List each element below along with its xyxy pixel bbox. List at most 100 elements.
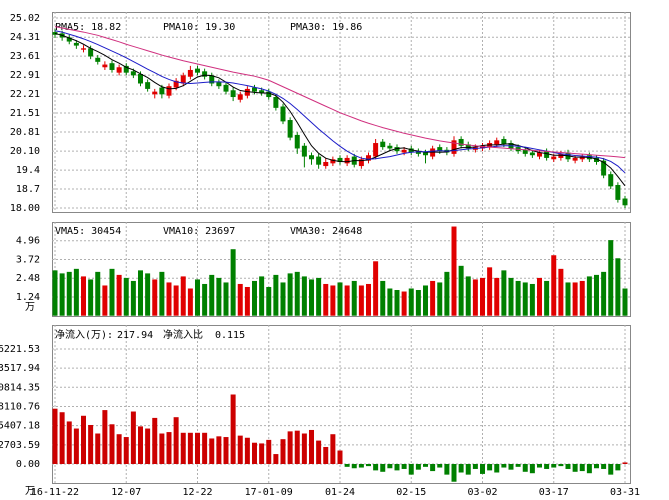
bar bbox=[565, 282, 571, 316]
x-tick-label: 12-22 bbox=[182, 487, 212, 498]
bar bbox=[109, 424, 115, 464]
bar bbox=[159, 271, 165, 316]
bar bbox=[287, 431, 293, 464]
bar bbox=[195, 432, 200, 464]
bar bbox=[237, 283, 243, 316]
bar bbox=[73, 268, 79, 316]
candle-body bbox=[330, 159, 336, 164]
bar bbox=[551, 255, 557, 316]
bar bbox=[266, 286, 272, 316]
ma-line bbox=[54, 32, 626, 187]
candle-body bbox=[159, 87, 165, 95]
bar bbox=[202, 283, 208, 316]
bar bbox=[259, 276, 265, 316]
bar bbox=[487, 267, 493, 316]
bar bbox=[594, 463, 599, 469]
bar bbox=[437, 463, 443, 468]
bar bbox=[537, 463, 542, 468]
bar bbox=[465, 276, 471, 316]
bar bbox=[95, 271, 101, 316]
bar bbox=[280, 439, 286, 464]
bar bbox=[187, 288, 193, 316]
bar bbox=[280, 282, 286, 316]
bar bbox=[501, 270, 507, 316]
panel-header: VMA30: 24648 bbox=[290, 226, 362, 237]
bar bbox=[52, 270, 58, 316]
bar bbox=[252, 280, 257, 316]
y-tick-label: 25.02 bbox=[10, 13, 40, 24]
bar bbox=[173, 417, 179, 464]
candle-body bbox=[615, 184, 621, 200]
y-tick-label: 20.10 bbox=[10, 146, 40, 157]
bar bbox=[230, 394, 236, 464]
bar bbox=[130, 280, 136, 316]
bar bbox=[344, 285, 350, 316]
bar bbox=[394, 463, 400, 471]
bar bbox=[259, 443, 265, 464]
bar bbox=[209, 438, 215, 464]
bar bbox=[558, 268, 564, 316]
candle-body bbox=[309, 155, 314, 160]
candle-body bbox=[166, 86, 172, 96]
bar bbox=[522, 463, 528, 472]
candle-body bbox=[544, 151, 550, 158]
bar bbox=[59, 273, 65, 316]
bar bbox=[337, 282, 343, 316]
bar bbox=[88, 424, 94, 464]
panel-header: 217.94 bbox=[117, 330, 153, 341]
bar bbox=[316, 277, 322, 316]
y-tick-label: 2703.59 bbox=[0, 440, 40, 451]
bar bbox=[572, 463, 578, 472]
bar bbox=[551, 463, 557, 468]
y-tick-label: 10814.35 bbox=[0, 382, 40, 393]
bar bbox=[130, 411, 136, 464]
candle-body bbox=[415, 151, 421, 154]
bar bbox=[423, 285, 428, 316]
bar bbox=[52, 408, 58, 464]
x-tick-label: 12-07 bbox=[111, 487, 141, 498]
bar bbox=[601, 271, 607, 316]
bar bbox=[387, 288, 393, 316]
candle-body bbox=[223, 84, 229, 92]
x-tick-label: 03-02 bbox=[467, 487, 497, 498]
candle-body bbox=[316, 156, 322, 165]
bar bbox=[88, 279, 94, 316]
bar bbox=[116, 434, 122, 464]
y-tick-label: 3.72 bbox=[16, 254, 40, 265]
y-tick-label: 8110.76 bbox=[0, 401, 40, 412]
candle-body bbox=[366, 155, 371, 161]
candle-body bbox=[138, 74, 143, 84]
candle-body bbox=[608, 174, 614, 187]
candle-body bbox=[287, 120, 293, 138]
bar bbox=[244, 286, 250, 316]
bar bbox=[351, 280, 357, 316]
bar bbox=[451, 226, 457, 316]
candle-body bbox=[558, 153, 564, 158]
bar bbox=[123, 437, 129, 464]
unit-label: 万 bbox=[25, 486, 35, 497]
candle-body bbox=[66, 37, 72, 42]
candle-body bbox=[601, 160, 607, 176]
candle-body bbox=[259, 90, 265, 93]
bar bbox=[515, 463, 521, 467]
bar bbox=[480, 277, 485, 316]
bar bbox=[494, 463, 500, 473]
bar bbox=[358, 285, 364, 316]
candle-body bbox=[465, 144, 471, 149]
bar bbox=[465, 463, 471, 475]
bar bbox=[81, 415, 86, 464]
candle-body bbox=[401, 149, 407, 153]
bar bbox=[558, 463, 564, 467]
bar bbox=[565, 463, 571, 469]
bar bbox=[81, 276, 86, 316]
legend-entry: PMA5: 18.82 bbox=[55, 22, 121, 33]
bar bbox=[123, 277, 129, 316]
bar bbox=[437, 282, 443, 316]
bar bbox=[622, 288, 628, 316]
bar bbox=[230, 249, 236, 316]
bar bbox=[586, 463, 592, 474]
y-tick-label: 21.51 bbox=[10, 108, 40, 119]
bar bbox=[309, 279, 314, 316]
bar bbox=[309, 429, 314, 464]
